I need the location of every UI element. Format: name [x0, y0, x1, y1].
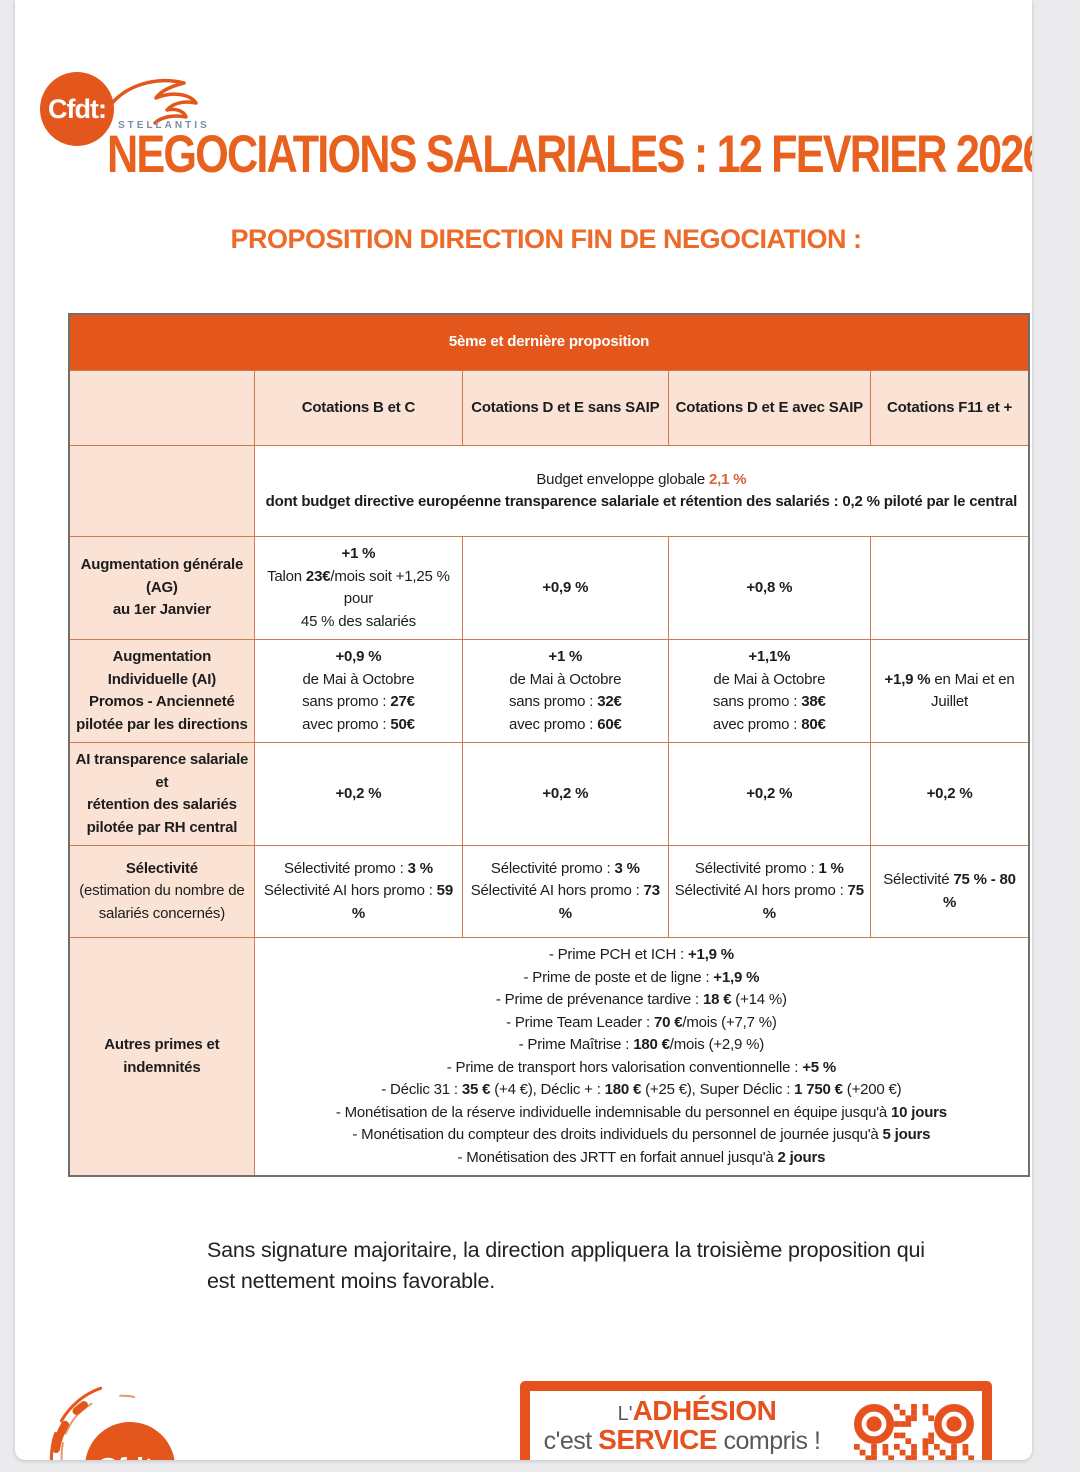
table-cell: +0,9 %: [462, 536, 669, 640]
stellantis-wing-icon: [104, 78, 198, 125]
table-cell: +1 % Talon 23€/mois soit +1,25 % pour 45 %…: [253, 536, 464, 640]
column-header-b-c: Cotations B et C: [253, 370, 464, 446]
banner-line2: c'est SERVICE compris !: [543, 1423, 821, 1455]
banner-line2-main: SERVICE: [598, 1423, 718, 1455]
table-cell: Sélectivité promo : 1 % Sélectivité AI ho…: [667, 845, 872, 938]
document-page: Cfdt: STELLANTIS NEGOCIATIONS SALARIALES…: [15, 0, 1032, 1460]
row-label-ai-transparence: AI transparence salariale et rétention de…: [68, 742, 255, 846]
table-cell: +0,9 % de Mai à Octobre sans promo : 27€ av…: [253, 639, 464, 743]
table-cell: Sélectivité promo : 3 % Sélectivité AI ho…: [253, 845, 464, 938]
table-cell: +1,9 % en Mai et en Juillet: [870, 639, 1030, 743]
page-subtitle: PROPOSITION DIRECTION FIN DE NEGOCIATION…: [230, 224, 862, 254]
budget-cell: Budget enveloppe globale 2,1 % dont budge…: [253, 445, 1030, 537]
banner-line1-main: ADHÉSION: [632, 1394, 777, 1426]
primes-list-cell: - Prime PCH et ICH : +1,9 % - Prime de po…: [253, 937, 1030, 1177]
stellantis-logo: STELLANTIS: [100, 74, 210, 131]
qr-code: [854, 1404, 974, 1460]
row-label-selectivite: Sélectivité (estimation du nombre de salar…: [68, 845, 255, 938]
table-cell: +0,2 %: [462, 742, 669, 846]
table-cell: Sélectivité 75 % - 80 %: [870, 845, 1030, 938]
row-label-augmentation-individuelle: Augmentation Individuelle (AI) Promos - A…: [68, 639, 255, 743]
row-label-augmentation-generale: Augmentation générale (AG) au 1er Janvier: [68, 536, 255, 640]
corner-cell: [68, 370, 255, 446]
table-title: 5ème et dernière proposition: [68, 313, 1030, 371]
column-header-d-e-sans-saip: Cotations D et E sans SAIP: [462, 370, 669, 446]
table-cell: +1,1% de Mai à Octobre sans promo : 38€ ave…: [667, 639, 872, 743]
banner-text-block: L'ADHÉSION c'est SERVICE compris ! REJOI…: [536, 1395, 828, 1460]
table-cell: [870, 536, 1030, 640]
cadres-logo-text: Cfdt:: [97, 1452, 162, 1460]
table-cell: +0,2 %: [253, 742, 464, 846]
page-title: NEGOCIATIONS SALARIALES : 12 FEVRIER 202…: [107, 123, 1032, 184]
proposition-table: 5ème et dernière proposition Cotations B…: [68, 313, 1030, 1177]
closing-note: Sans signature majoritaire, la direction…: [207, 1238, 925, 1294]
cfdt-logo: Cfdt:: [40, 72, 114, 146]
table-cell: +1 % de Mai à Octobre sans promo : 32€ avec…: [462, 639, 669, 743]
table-cell: +0,8 %: [667, 536, 872, 640]
empty-label-cell: [68, 445, 255, 537]
cfdt-cadres-logo: Cfdt: CADRES: [33, 1371, 203, 1460]
document-header: Cfdt: STELLANTIS NEGOCIATIONS SALARIALES…: [15, 0, 1032, 313]
adhesion-banner: L'ADHÉSION c'est SERVICE compris ! REJOI…: [520, 1381, 992, 1460]
stellantis-wordmark: STELLANTIS: [118, 120, 210, 131]
column-header-f11: Cotations F11 et +: [870, 370, 1030, 446]
banner-line2-suffix: compris !: [717, 1426, 821, 1455]
table-cell: +0,2 %: [870, 742, 1030, 846]
banner-line2-prefix: c'est: [543, 1426, 599, 1455]
banner-line1: L'ADHÉSION: [617, 1394, 777, 1426]
table-cell: +0,2 %: [667, 742, 872, 846]
document-footer: Cfdt: CADRES L'ADHÉSION c'est SERVICE co…: [15, 1375, 1032, 1460]
cadres-arcs-icon: Cfdt:: [49, 1382, 175, 1460]
column-header-d-e-avec-saip: Cotations D et E avec SAIP: [667, 370, 872, 446]
row-label-autres-primes: Autres primes et indemnités: [68, 937, 255, 1177]
banner-line1-prefix: L': [617, 1402, 633, 1425]
cfdt-logo-text: Cfdt:: [48, 93, 107, 124]
brand-block: Cfdt: STELLANTIS: [40, 72, 210, 146]
table-cell: Sélectivité promo : 3 % Sélectivité AI ho…: [462, 845, 669, 938]
